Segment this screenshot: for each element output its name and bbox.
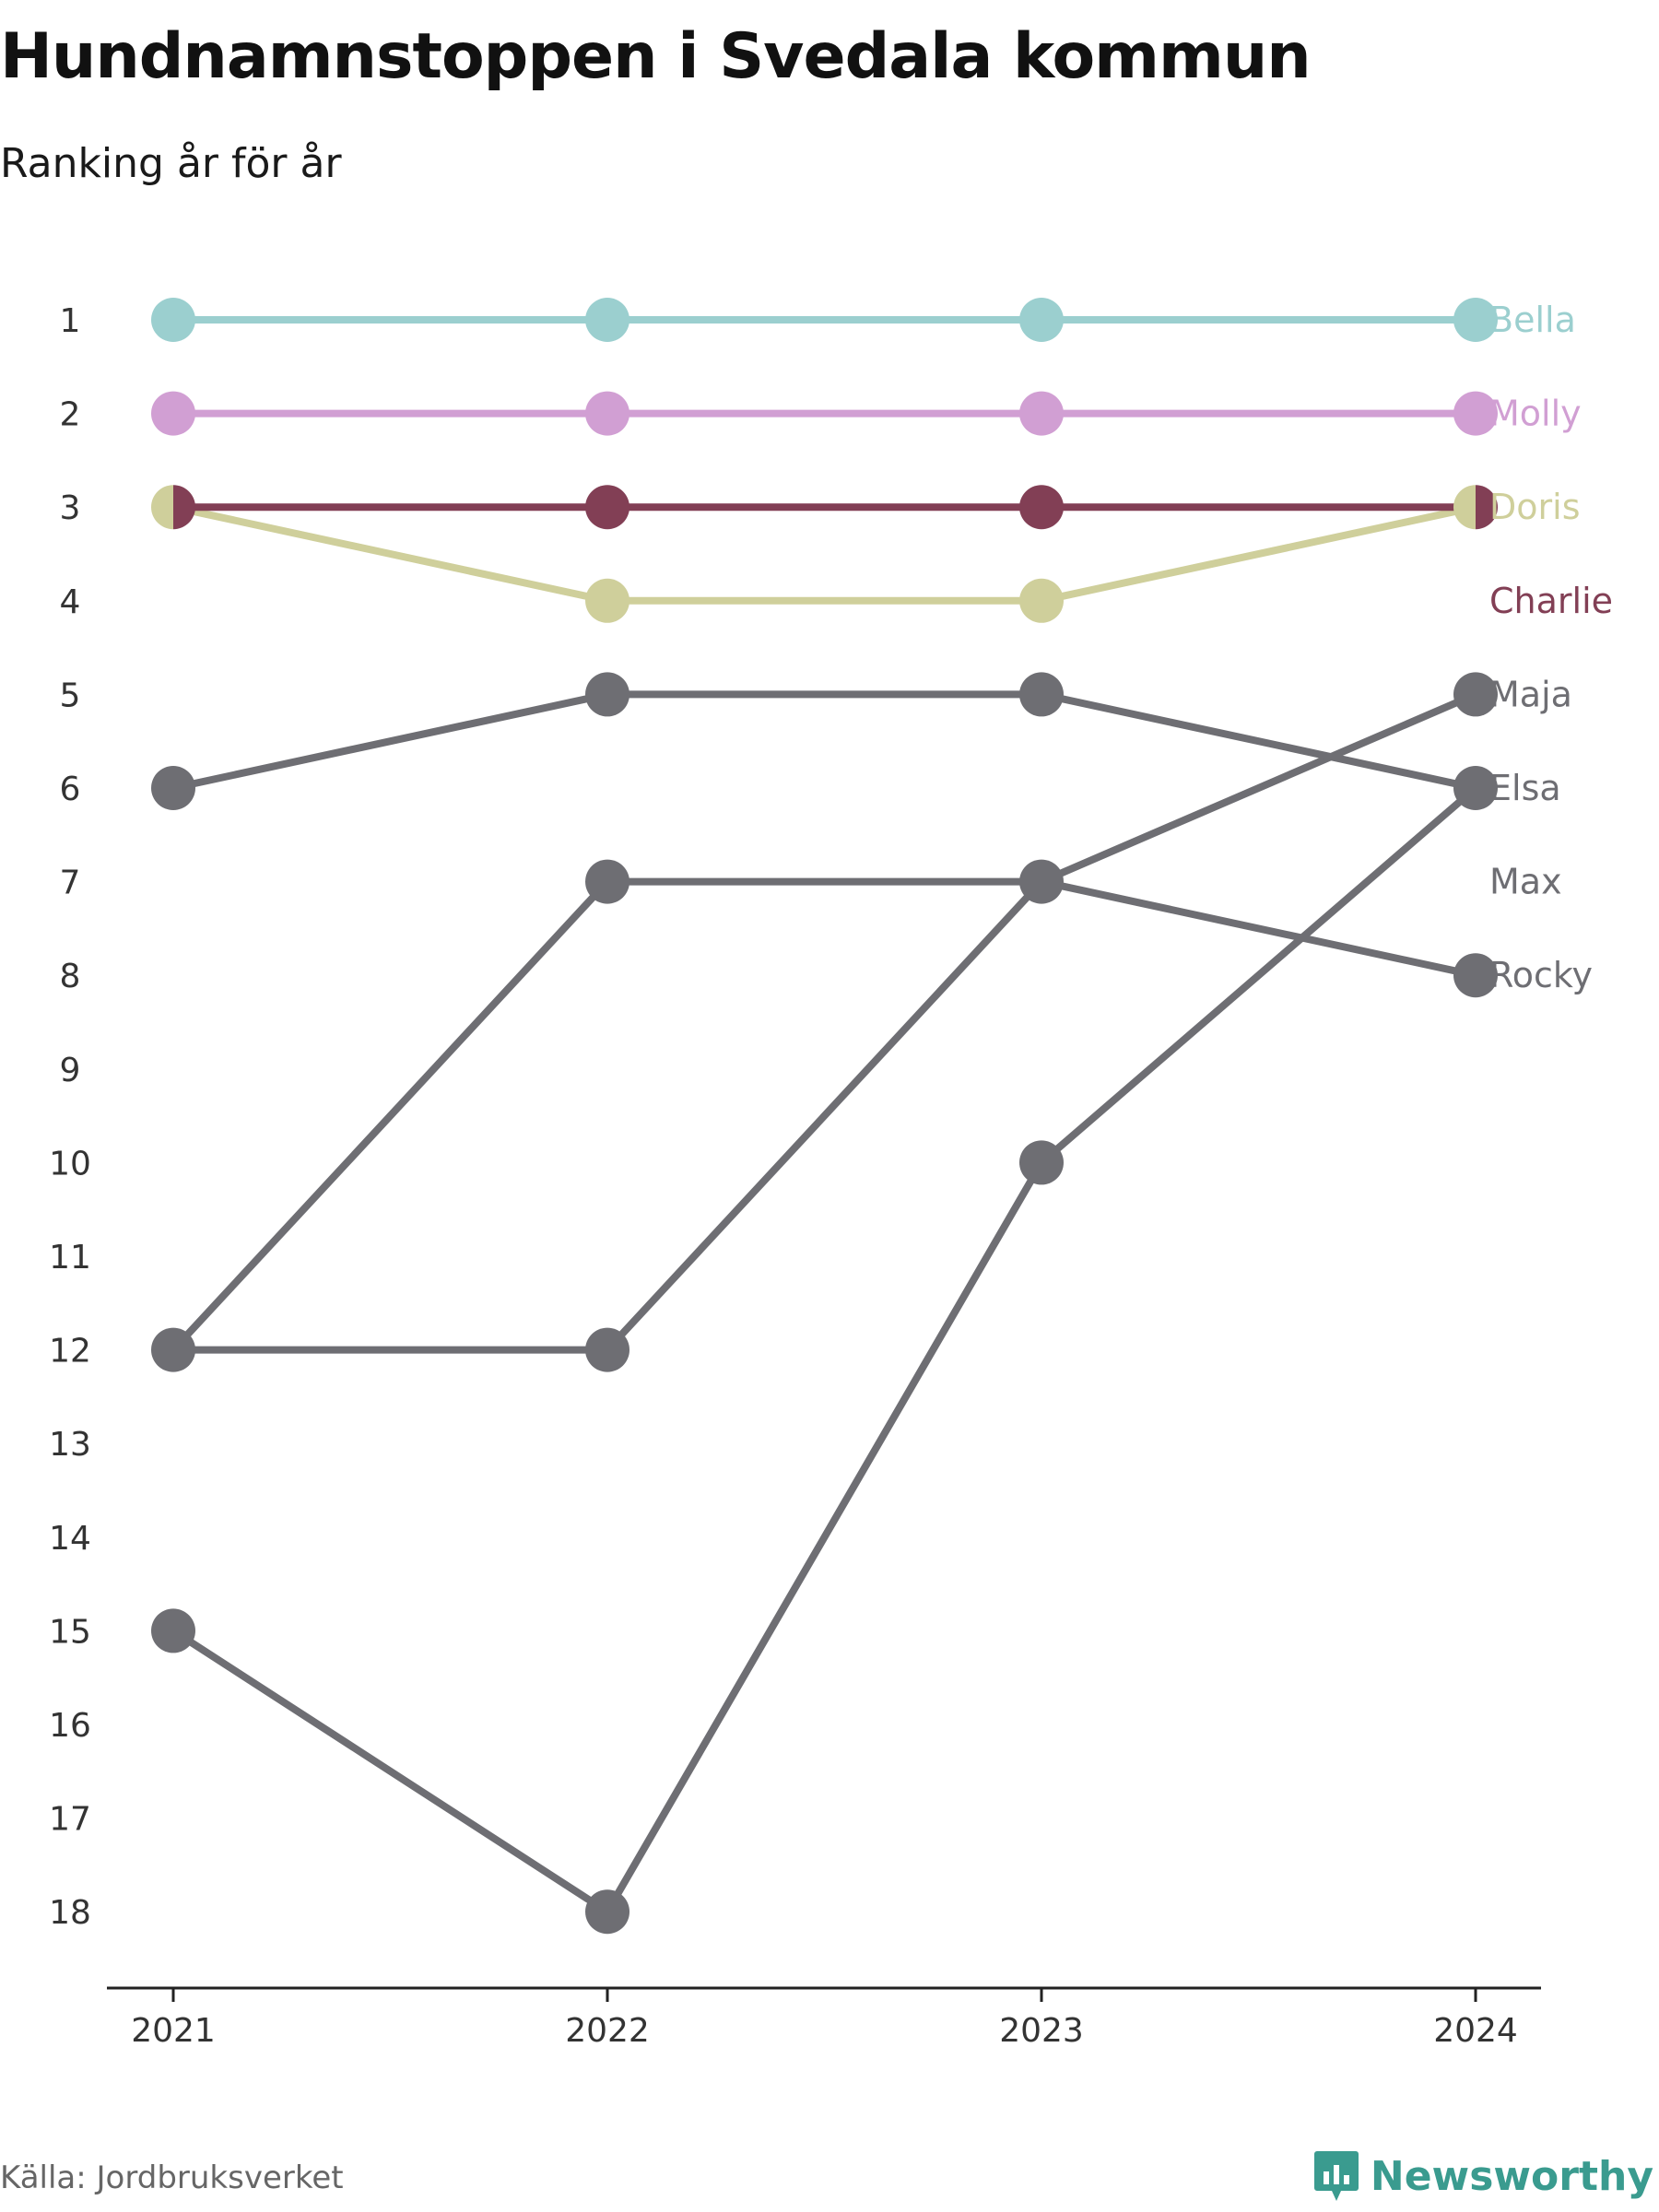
data-point (151, 1608, 195, 1653)
y-tick-label: 10 (49, 1145, 91, 1182)
data-point (585, 298, 629, 342)
y-tick-label: 14 (49, 1520, 91, 1558)
data-point (1476, 485, 1498, 530)
y-tick-label: 8 (60, 958, 81, 995)
data-point (1019, 485, 1064, 530)
x-tick-label: 2021 (131, 2012, 216, 2050)
y-tick-label: 9 (60, 1052, 81, 1089)
data-point (1019, 859, 1041, 904)
x-tick-label: 2022 (565, 2012, 650, 2050)
series-label: Charlie (1489, 581, 1613, 621)
series-line (170, 784, 1479, 1916)
y-tick-label: 18 (49, 1894, 91, 1932)
data-point (151, 485, 173, 530)
source-note: Källa: Jordbruksverket (0, 2159, 344, 2196)
data-point (151, 766, 195, 810)
series-line (170, 690, 1479, 792)
y-tick-label: 5 (60, 677, 81, 714)
data-point (1019, 298, 1064, 342)
data-point (1453, 391, 1498, 436)
data-point (585, 578, 629, 623)
series-label: Max (1489, 862, 1562, 902)
chart-subtitle: Ranking år för år (0, 140, 342, 187)
x-tick-label: 2023 (999, 2012, 1084, 2050)
series-labels: Bella Molly Doris Charlie Maja Elsa Max Rocky (1489, 300, 1613, 995)
y-tick-label: 3 (60, 489, 81, 527)
series-label: Molly (1489, 394, 1582, 434)
brand-logo[interactable]: Newsworthy (1313, 2149, 1653, 2203)
series-label: Bella (1489, 300, 1576, 340)
series-line (170, 503, 1479, 605)
data-point (1041, 859, 1064, 904)
y-tick-label: 2 (60, 396, 81, 434)
data-point (1453, 953, 1498, 998)
series-line (170, 690, 1479, 1354)
series-line (170, 877, 1479, 1354)
axes: 2021 2022 2023 2024123456789101112131415161… (49, 302, 1541, 2050)
data-point (585, 1889, 629, 1935)
data-point (151, 391, 195, 436)
data-point (151, 298, 195, 342)
data-point (1019, 672, 1064, 717)
series-label: Maja (1489, 674, 1572, 714)
y-tick-label: 12 (49, 1333, 91, 1371)
y-tick-label: 16 (49, 1707, 91, 1745)
data-point (585, 485, 629, 530)
data-point (1453, 298, 1498, 342)
data-point (173, 1327, 196, 1372)
data-point (1019, 578, 1064, 623)
data-point (151, 1327, 173, 1372)
series-label: Doris (1489, 487, 1581, 527)
x-tick-label: 2024 (1433, 2012, 1518, 2050)
data-point (585, 672, 629, 717)
chart-title: Hundnamnstoppen i Svedala kommun (0, 20, 1312, 93)
data-point (585, 391, 629, 436)
y-tick-label: 15 (49, 1613, 91, 1651)
data-point (1453, 485, 1476, 530)
series-label: Elsa (1489, 768, 1561, 808)
y-tick-label: 1 (60, 302, 81, 340)
series-label: Rocky (1489, 955, 1593, 995)
series-points (151, 298, 1498, 1935)
data-point (1019, 391, 1064, 436)
bump-chart: 2021 2022 2023 2024123456789101112131415161… (49, 298, 1613, 2050)
data-point (1019, 1140, 1064, 1185)
y-tick-label: 4 (60, 583, 81, 621)
data-point (585, 859, 629, 904)
y-tick-label: 17 (49, 1801, 91, 1839)
y-tick-label: 7 (60, 865, 81, 902)
data-point (585, 1327, 629, 1372)
data-point (1453, 766, 1476, 810)
data-point (173, 485, 196, 530)
data-point (1476, 766, 1498, 810)
y-tick-label: 13 (49, 1426, 91, 1464)
y-tick-label: 6 (60, 771, 81, 808)
data-point (1453, 672, 1498, 717)
series-lines (170, 316, 1479, 1916)
bar-chart-icon (1313, 2151, 1359, 2201)
brand-name: Newsworthy (1370, 2152, 1653, 2200)
y-tick-label: 11 (49, 1239, 91, 1277)
